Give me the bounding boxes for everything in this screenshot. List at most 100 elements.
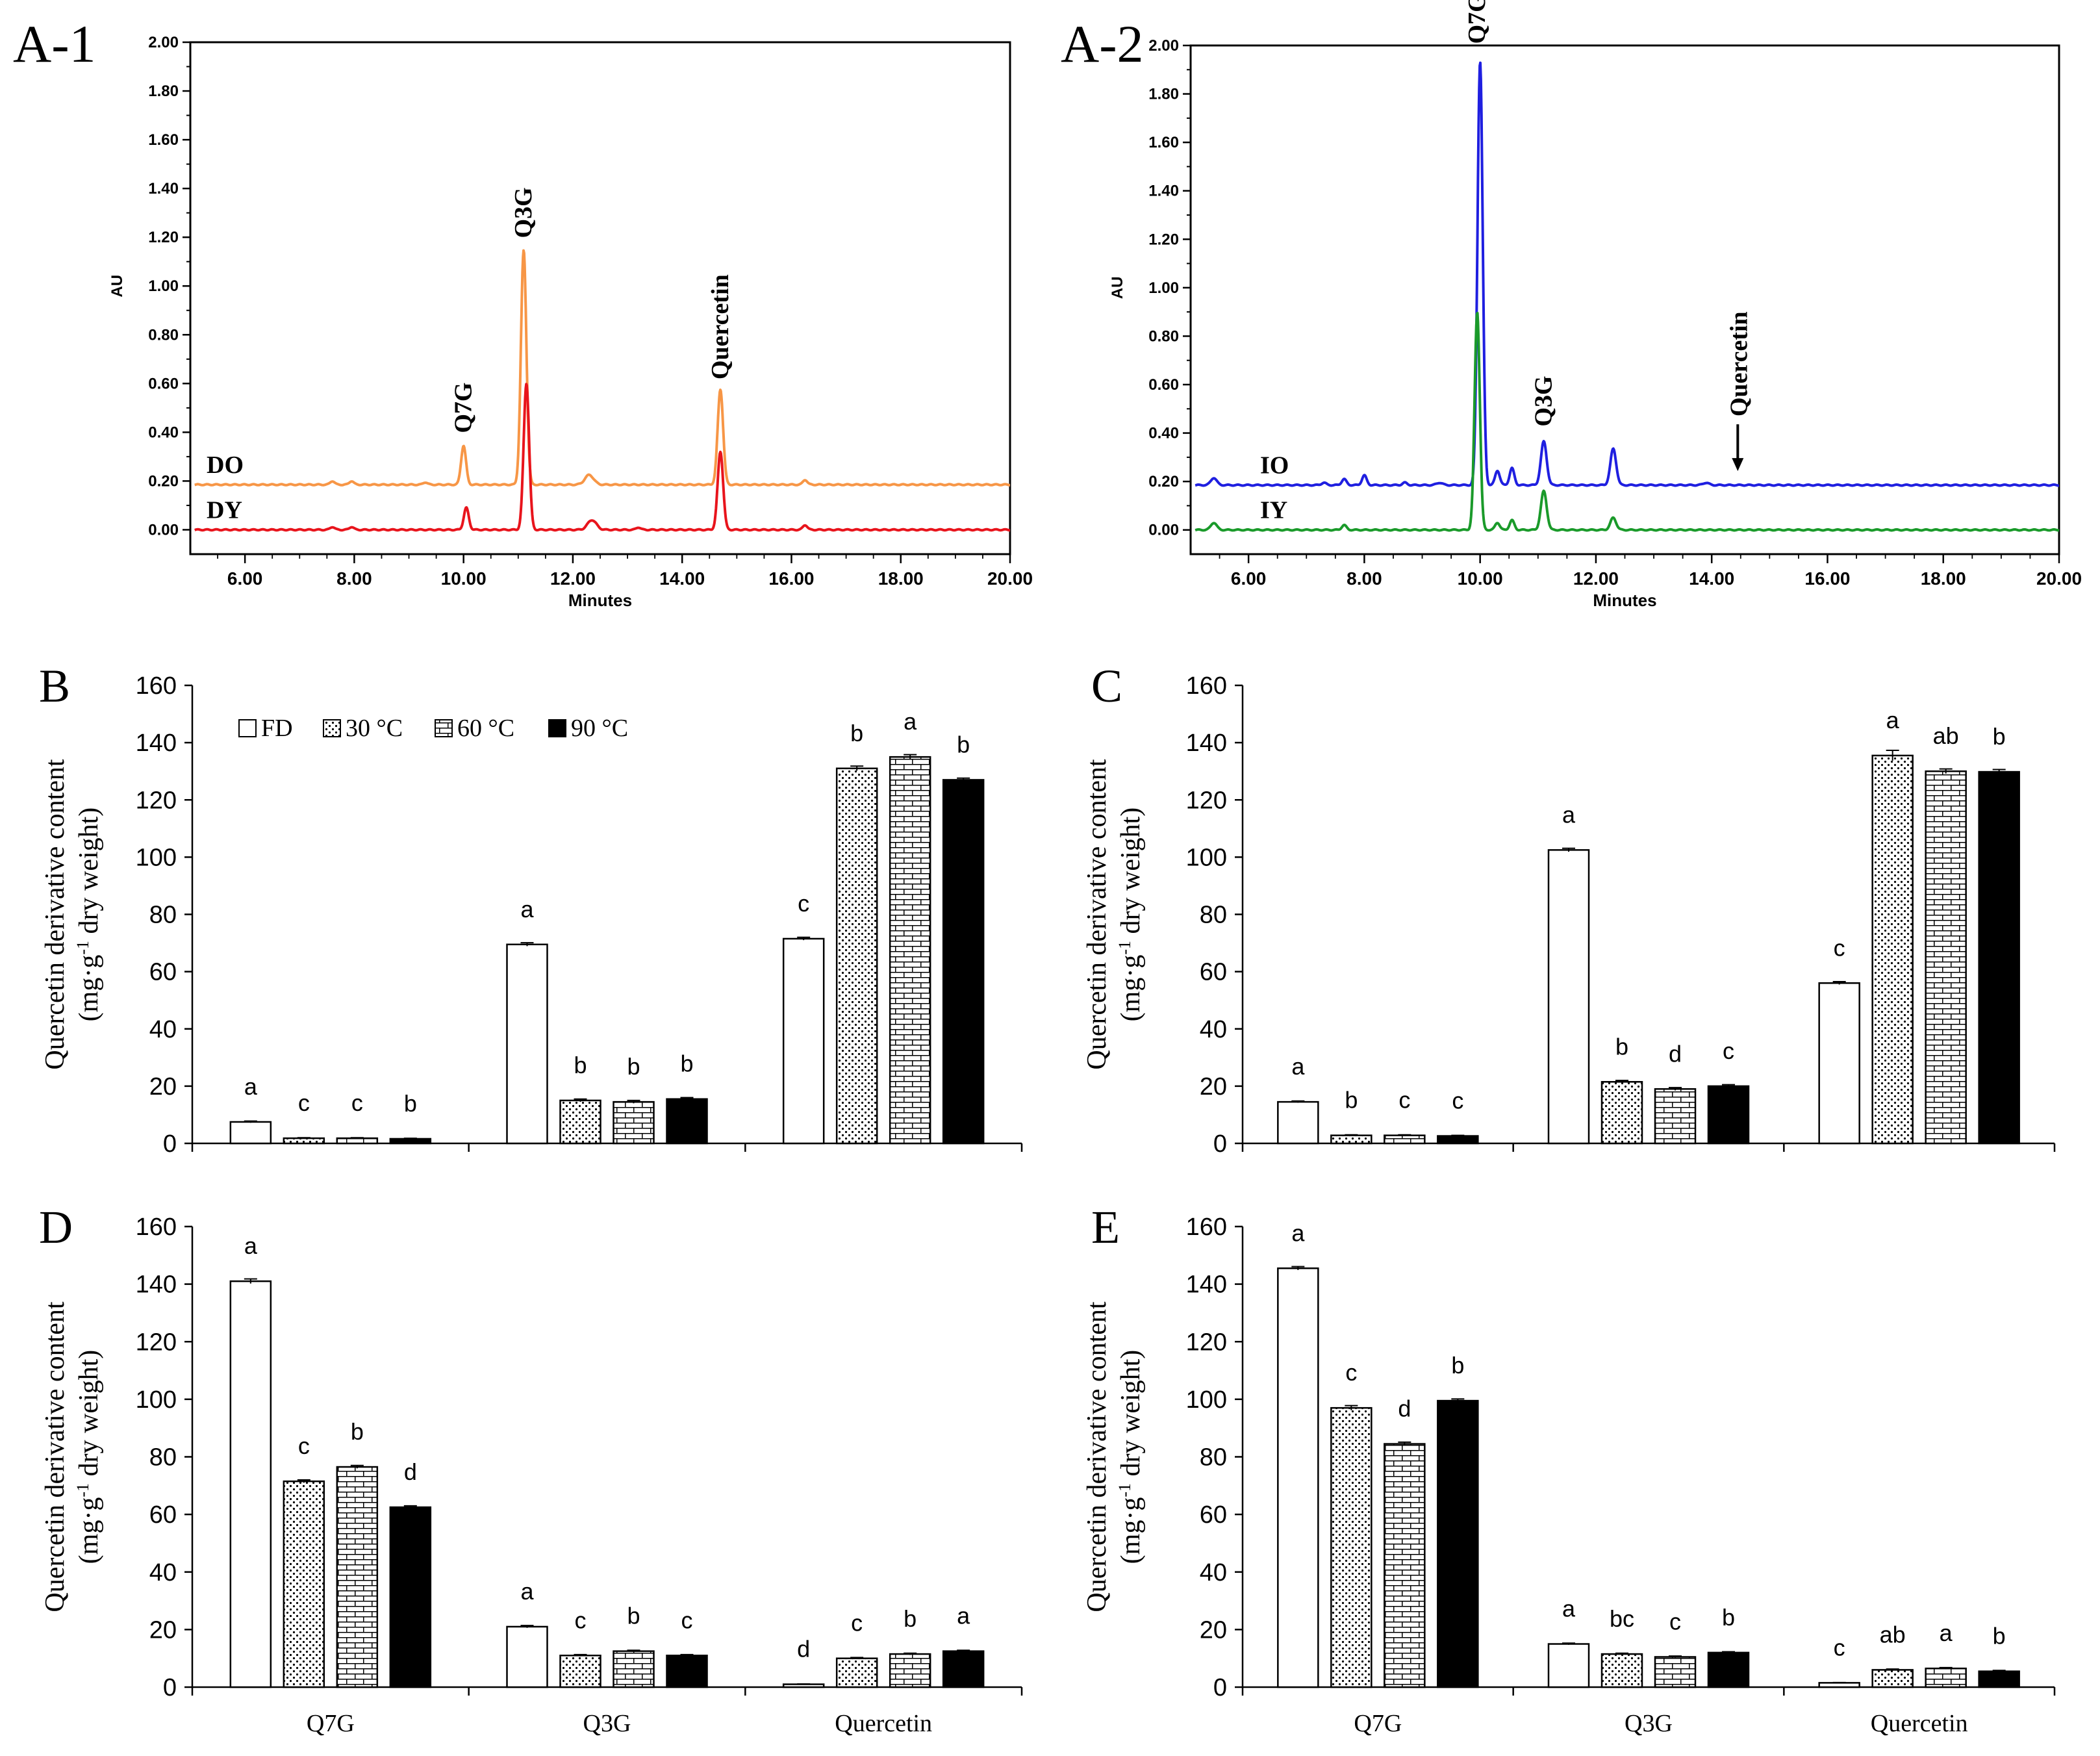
bar-q3g-0 [506, 1625, 548, 1688]
y-tick-label: 80 [1200, 902, 1227, 929]
y-axis-title-line2: (mg·g-1 dry weight) [1115, 1350, 1146, 1564]
bar-q3g-3 [666, 1098, 708, 1145]
bar-q7g-2 [336, 1137, 379, 1145]
bar-q3g-1 [559, 1655, 601, 1688]
y-tick-label: 60 [149, 1501, 177, 1529]
significance-letter: a [1886, 707, 1900, 733]
y-tick-label: 160 [136, 1214, 177, 1241]
bar-chart-panel-d: D 0 20 40 60 80 100 120 140 160 Quercetin derivati… [39, 1201, 1023, 1737]
significance-letter: b [680, 1050, 693, 1077]
y-tick-label: 60 [1200, 959, 1227, 986]
bar-q3g-3 [1707, 1651, 1750, 1688]
chromatogram-panel-a1: A-1 0.00 0.20 0.40 0.60 0.80 1.00 1.20 1.40 1.60 1… [13, 14, 1033, 610]
bar-q7g-1 [283, 1480, 325, 1688]
bar-q7g-0 [1277, 1101, 1319, 1145]
y-axis-title: AU [108, 275, 126, 298]
significance-letter: d [797, 1636, 810, 1662]
bar-q7g-2 [1384, 1443, 1426, 1688]
significance-letter: d [404, 1458, 417, 1485]
bar-q3g-2 [613, 1101, 655, 1145]
x-axis-title: Minutes [1593, 591, 1656, 610]
y-tick-label: 120 [136, 1329, 177, 1356]
y-axis-title-unit-post: dry weight) [1116, 808, 1146, 941]
bar-q7g-0 [229, 1280, 272, 1688]
bar-quercetin-1 [1871, 1669, 1914, 1688]
y-tick-label: 160 [136, 672, 177, 700]
y-axis-title: AU [1109, 277, 1126, 299]
plot-frame [1189, 44, 2060, 555]
y-tick-label: 80 [149, 902, 177, 929]
peak-label: Quercetin [707, 274, 734, 379]
bar-q3g-2 [613, 1650, 655, 1688]
y-tick-label: 0.00 [1148, 522, 1179, 539]
y-tick-label: 0 [1213, 1130, 1227, 1158]
trace-line-do [194, 249, 1011, 487]
y-tick-label: 0.80 [1148, 327, 1179, 345]
y-axis-title-line1: Quercetin derivative content [1082, 1301, 1112, 1612]
y-tick-label: 100 [1186, 1386, 1227, 1414]
significance-letter: a [244, 1073, 258, 1100]
bar-q7g-2 [336, 1466, 379, 1688]
y-axis-title-unit-pre: (mg·g [74, 1497, 104, 1564]
x-tick-label: 20.00 [987, 568, 1033, 589]
significance-letter: b [351, 1418, 364, 1445]
bar-quercetin-0 [782, 937, 825, 1145]
trace-label-iy: IY [1260, 497, 1287, 524]
y-tick-label: 0.60 [148, 375, 179, 392]
category-label: Q7G [307, 1710, 355, 1737]
bar-chart-panel-e: E 0 20 40 60 80 100 120 140 160 Quercetin derivati… [1082, 1201, 2056, 1737]
bar-q3g-2 [1654, 1656, 1697, 1688]
significance-letter: b [627, 1603, 640, 1629]
significance-letter: a [1562, 801, 1576, 828]
y-tick-label: 0.80 [148, 326, 179, 344]
bar-quercetin-2 [889, 1653, 931, 1688]
y-tick-label: 40 [1200, 1016, 1227, 1043]
x-tick-label: 14.00 [659, 568, 705, 589]
y-tick-label: 60 [149, 959, 177, 986]
trace-label-dy: DY [207, 496, 242, 524]
y-tick-label: 0.60 [1148, 376, 1179, 394]
panel-label: E [1091, 1201, 1120, 1253]
y-tick-label: 100 [1186, 844, 1227, 871]
y-tick-label: 1.20 [1148, 231, 1179, 248]
bar-quercetin-0 [1818, 982, 1860, 1145]
y-tick-label: 0.20 [148, 472, 179, 490]
significance-letter: c [1834, 1634, 1845, 1661]
significance-letter: b [1451, 1352, 1464, 1379]
y-tick-label: 0.40 [1148, 425, 1179, 442]
y-axis-title-line1: Quercetin derivative content [1082, 759, 1112, 1069]
y-axis-title-line1: Quercetin derivative content [40, 1301, 70, 1612]
bar-q3g-3 [1707, 1085, 1750, 1145]
significance-letter: c [1452, 1088, 1463, 1114]
bar-q7g-3 [1437, 1399, 1479, 1688]
y-axis-title-line2: (mg·g-1 dry weight) [73, 808, 105, 1022]
significance-letter: b [1722, 1604, 1735, 1631]
y-axis-title-unit-sup: -1 [1115, 1483, 1134, 1497]
trace-line-dy [194, 383, 1011, 532]
y-axis-title-unit-pre: (mg·g [74, 955, 104, 1022]
peak-label: Q3G [510, 187, 537, 238]
x-tick-label: 16.00 [768, 568, 814, 589]
x-tick-label: 8.00 [336, 568, 372, 589]
bar-q3g-1 [1600, 1081, 1643, 1145]
y-axis-title-unit-sup: -1 [73, 941, 92, 955]
significance-letter: c [1345, 1359, 1357, 1386]
bar-chart-panel-b: B 0 20 40 60 80 100 120 140 160 Quercetin derivati… [39, 660, 1023, 1158]
y-axis-title-unit-post: dry weight) [74, 1350, 104, 1483]
bar-q7g-1 [1330, 1134, 1373, 1145]
bar-quercetin-1 [835, 1657, 878, 1688]
trace-line-io [1195, 61, 2060, 487]
panel-label: D [39, 1201, 73, 1253]
x-tick-label: 12.00 [550, 568, 596, 589]
significance-letter: c [1398, 1087, 1410, 1113]
legend-swatch [548, 719, 566, 737]
y-tick-label: 1.40 [1148, 183, 1179, 200]
x-tick-label: 6.00 [1231, 568, 1267, 589]
category-label: Q3G [583, 1710, 631, 1737]
y-tick-label: 100 [136, 844, 177, 871]
bar-quercetin-3 [1978, 770, 2020, 1145]
y-axis-title-line2: (mg·g-1 dry weight) [73, 1350, 105, 1564]
bar-q3g-1 [559, 1099, 601, 1145]
legend-swatch [435, 719, 453, 737]
y-tick-label: 1.60 [148, 131, 179, 149]
